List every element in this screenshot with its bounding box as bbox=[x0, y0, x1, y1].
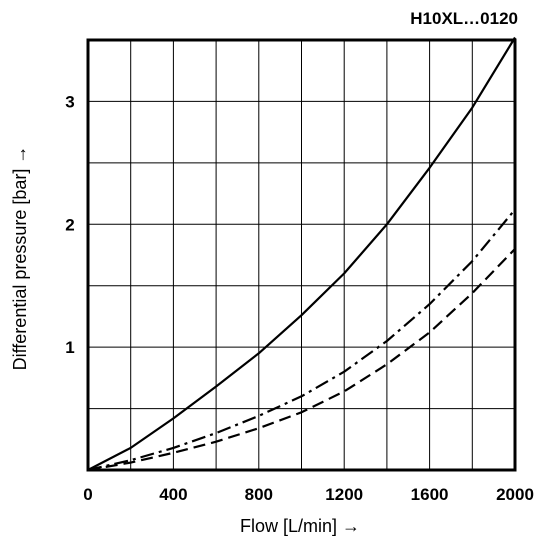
plot-frame bbox=[86, 38, 517, 472]
x-axis-label: Flow [L/min] → bbox=[240, 516, 360, 536]
series-group bbox=[87, 36, 516, 472]
y-tick-label: 1 bbox=[65, 338, 74, 357]
x-tick-label: 1600 bbox=[411, 485, 449, 504]
x-tick-label: 1200 bbox=[325, 485, 363, 504]
x-tick-label: 800 bbox=[245, 485, 273, 504]
x-tick-label: 2000 bbox=[496, 485, 534, 504]
series-line-dashed bbox=[87, 248, 516, 472]
y-tick-label: 3 bbox=[65, 92, 74, 111]
x-tick-label: 0 bbox=[83, 485, 92, 504]
y-tick-label: 2 bbox=[65, 215, 74, 234]
y-axis-label: Differential pressure [bar] → bbox=[10, 146, 30, 371]
y-tick-labels: 1 2 3 bbox=[65, 92, 74, 357]
x-tick-labels: 0 400 800 1200 1600 2000 bbox=[83, 485, 534, 504]
series-line-dash-dot bbox=[87, 208, 516, 472]
series-line-solid bbox=[87, 36, 516, 471]
grid bbox=[88, 39, 515, 470]
x-tick-label: 400 bbox=[159, 485, 187, 504]
chart-title: H10XL…0120 bbox=[410, 9, 518, 28]
